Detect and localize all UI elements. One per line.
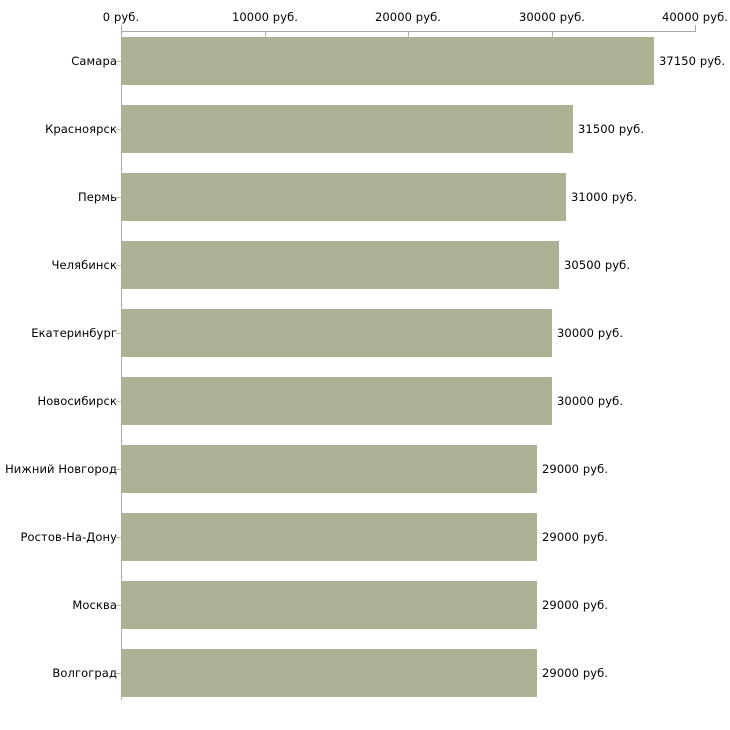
- value-label: 37150 руб.: [659, 54, 726, 68]
- axis-tick: [265, 31, 266, 37]
- bar[interactable]: [121, 581, 537, 629]
- axis-tick: [408, 31, 409, 37]
- bar[interactable]: [121, 649, 537, 697]
- axis-tick-label: 30000 руб.: [518, 10, 586, 24]
- category-tick: [116, 673, 121, 674]
- category-tick: [116, 129, 121, 130]
- bar[interactable]: [121, 37, 654, 85]
- category-label: Москва: [72, 598, 117, 612]
- axis-tick-label: 20000 руб.: [374, 10, 442, 24]
- value-label: 30000 руб.: [557, 326, 624, 340]
- value-label: 29000 руб.: [542, 462, 609, 476]
- category-label: Красноярск: [45, 122, 117, 136]
- category-tick: [116, 265, 121, 266]
- bar[interactable]: [121, 513, 537, 561]
- category-tick: [116, 197, 121, 198]
- value-label: 29000 руб.: [542, 666, 609, 680]
- axis-tick-label: 10000 руб.: [231, 10, 299, 24]
- category-label: Ростов-На-Дону: [20, 530, 117, 544]
- bar[interactable]: [121, 445, 537, 493]
- category-tick: [116, 605, 121, 606]
- value-label: 30000 руб.: [557, 394, 624, 408]
- category-axis-line: [121, 31, 122, 700]
- category-label: Новосибирск: [37, 394, 117, 408]
- category-tick: [116, 333, 121, 334]
- category-label: Челябинск: [51, 258, 117, 272]
- value-label: 31500 руб.: [578, 122, 645, 136]
- category-label: Самара: [71, 54, 117, 68]
- axis-tick-label: 40000 руб.: [661, 10, 729, 24]
- value-label: 29000 руб.: [542, 598, 609, 612]
- axis-tick: [695, 25, 696, 32]
- category-tick: [116, 469, 121, 470]
- category-tick: [116, 61, 121, 62]
- category-tick: [116, 537, 121, 538]
- bar[interactable]: [121, 377, 552, 425]
- category-tick: [116, 401, 121, 402]
- value-label: 31000 руб.: [571, 190, 638, 204]
- category-label: Екатеринбург: [31, 326, 117, 340]
- category-label: Пермь: [78, 190, 117, 204]
- bar[interactable]: [121, 173, 566, 221]
- bar[interactable]: [121, 241, 559, 289]
- axis-tick: [121, 25, 122, 32]
- bar[interactable]: [121, 105, 573, 153]
- bar[interactable]: [121, 309, 552, 357]
- axis-tick: [552, 31, 553, 37]
- value-label: 29000 руб.: [542, 530, 609, 544]
- axis-tick-label: 0 руб.: [102, 10, 140, 24]
- value-label: 30500 руб.: [564, 258, 631, 272]
- category-label: Волгоград: [52, 666, 117, 680]
- category-label: Нижний Новгород: [5, 462, 117, 476]
